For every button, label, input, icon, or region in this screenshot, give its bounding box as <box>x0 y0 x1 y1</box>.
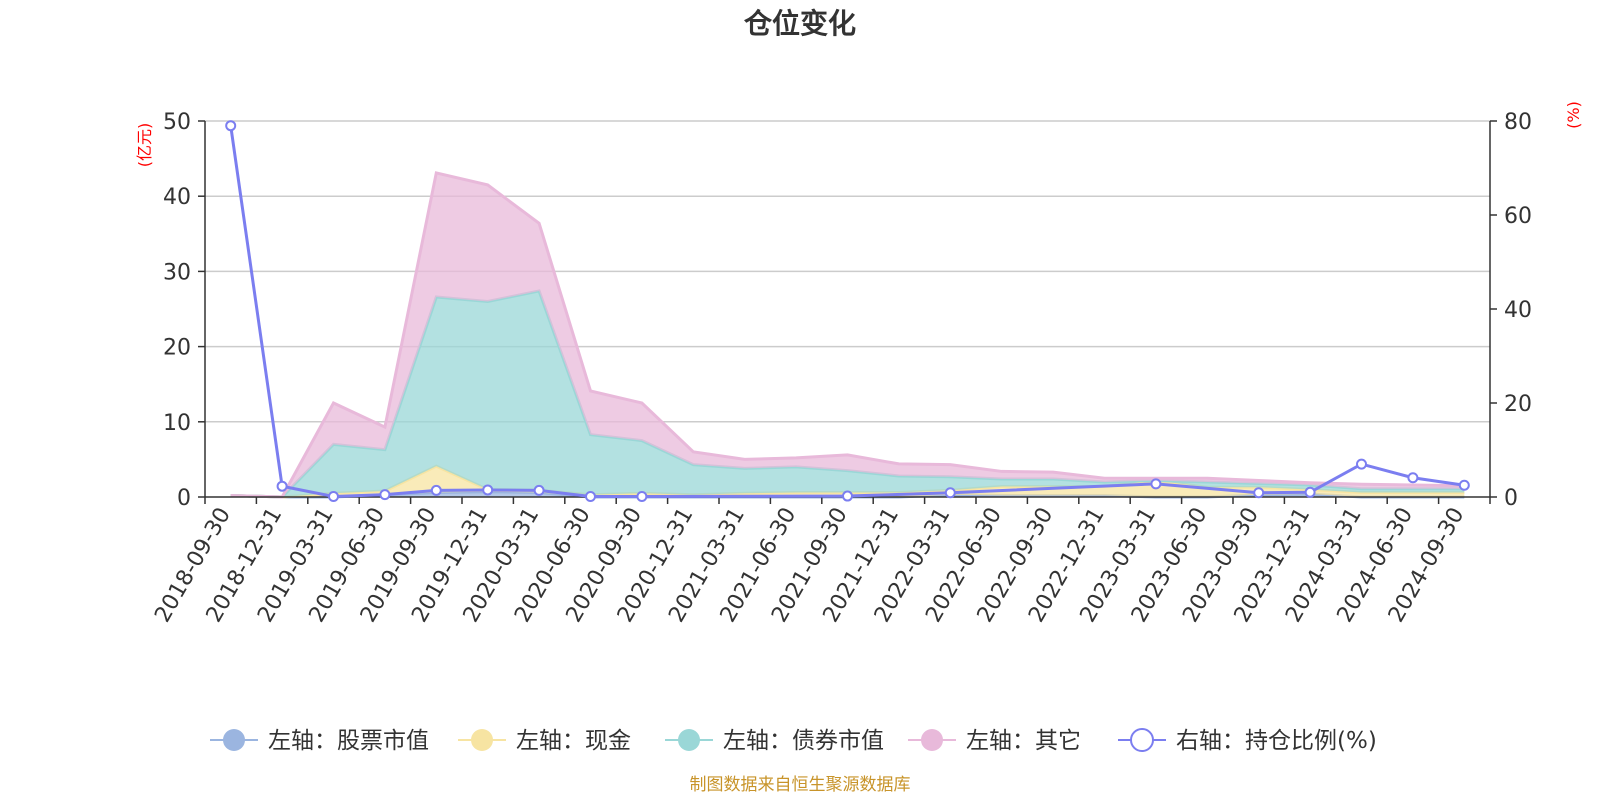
ratio-point <box>842 490 853 502</box>
legend-marker <box>921 729 943 751</box>
ratio-point <box>482 484 494 496</box>
left-axis-tick-label: 10 <box>163 411 191 436</box>
area-edge-e8b9da <box>230 171 1465 499</box>
legend: 左轴：股票市值 左轴：现金 左轴：债券市值 左轴：其它 右轴：持仓比例(%) <box>210 728 1377 754</box>
legend-marker <box>1130 728 1154 752</box>
ratio-point <box>379 489 391 501</box>
legend-label: 左轴：其它 <box>966 728 1081 754</box>
ratio-point <box>276 480 288 492</box>
legend-label: 右轴：持仓比例(%) <box>1176 728 1377 754</box>
legend-marker <box>223 729 245 751</box>
ratio-point <box>585 491 596 503</box>
data-source-note: 制图数据来自恒生聚源数据库 <box>690 775 911 795</box>
area-series <box>230 171 1465 499</box>
ratio-point <box>225 120 237 132</box>
ratio-point <box>328 491 339 503</box>
axes: 010203040500204060802018-09-302018-12-31… <box>150 110 1532 627</box>
legend-marker <box>678 729 700 751</box>
left-axis-tick-label: 0 <box>177 486 191 511</box>
ratio-point <box>1253 487 1265 499</box>
legend-label: 左轴：债券市值 <box>723 728 884 754</box>
left-axis-tick-label: 40 <box>163 185 191 210</box>
left-axis-tick-label: 50 <box>163 110 191 135</box>
legend-label: 左轴：股票市值 <box>268 728 429 754</box>
ratio-point <box>1458 479 1470 491</box>
ratio-point <box>430 484 442 496</box>
right-axis-tick-label: 20 <box>1504 392 1532 417</box>
right-axis-tick-label: 80 <box>1504 110 1532 135</box>
legend-label: 左轴：现金 <box>516 728 631 754</box>
right-axis-tick-label: 60 <box>1504 204 1532 229</box>
right-axis-tick-label: 40 <box>1504 298 1532 323</box>
left-axis-unit: (亿元) <box>135 123 154 168</box>
ratio-point <box>944 487 956 499</box>
right-axis-unit: (%) <box>1564 101 1583 129</box>
area-e8b9da <box>230 172 1465 497</box>
left-axis-tick-label: 20 <box>163 336 191 361</box>
ratio-point <box>1304 486 1316 498</box>
ratio-point <box>1356 458 1367 470</box>
ratio-point <box>533 484 545 496</box>
legend-marker <box>471 729 493 751</box>
chart-title: 仓位变化 <box>744 7 856 40</box>
line-series <box>225 120 1470 503</box>
right-axis-tick-label: 0 <box>1504 486 1518 511</box>
ratio-point <box>636 491 648 503</box>
ratio-point <box>1150 478 1162 490</box>
area-9ad7d7 <box>230 290 1465 497</box>
ratio-point <box>1407 472 1419 484</box>
left-axis-tick-label: 30 <box>163 260 191 285</box>
